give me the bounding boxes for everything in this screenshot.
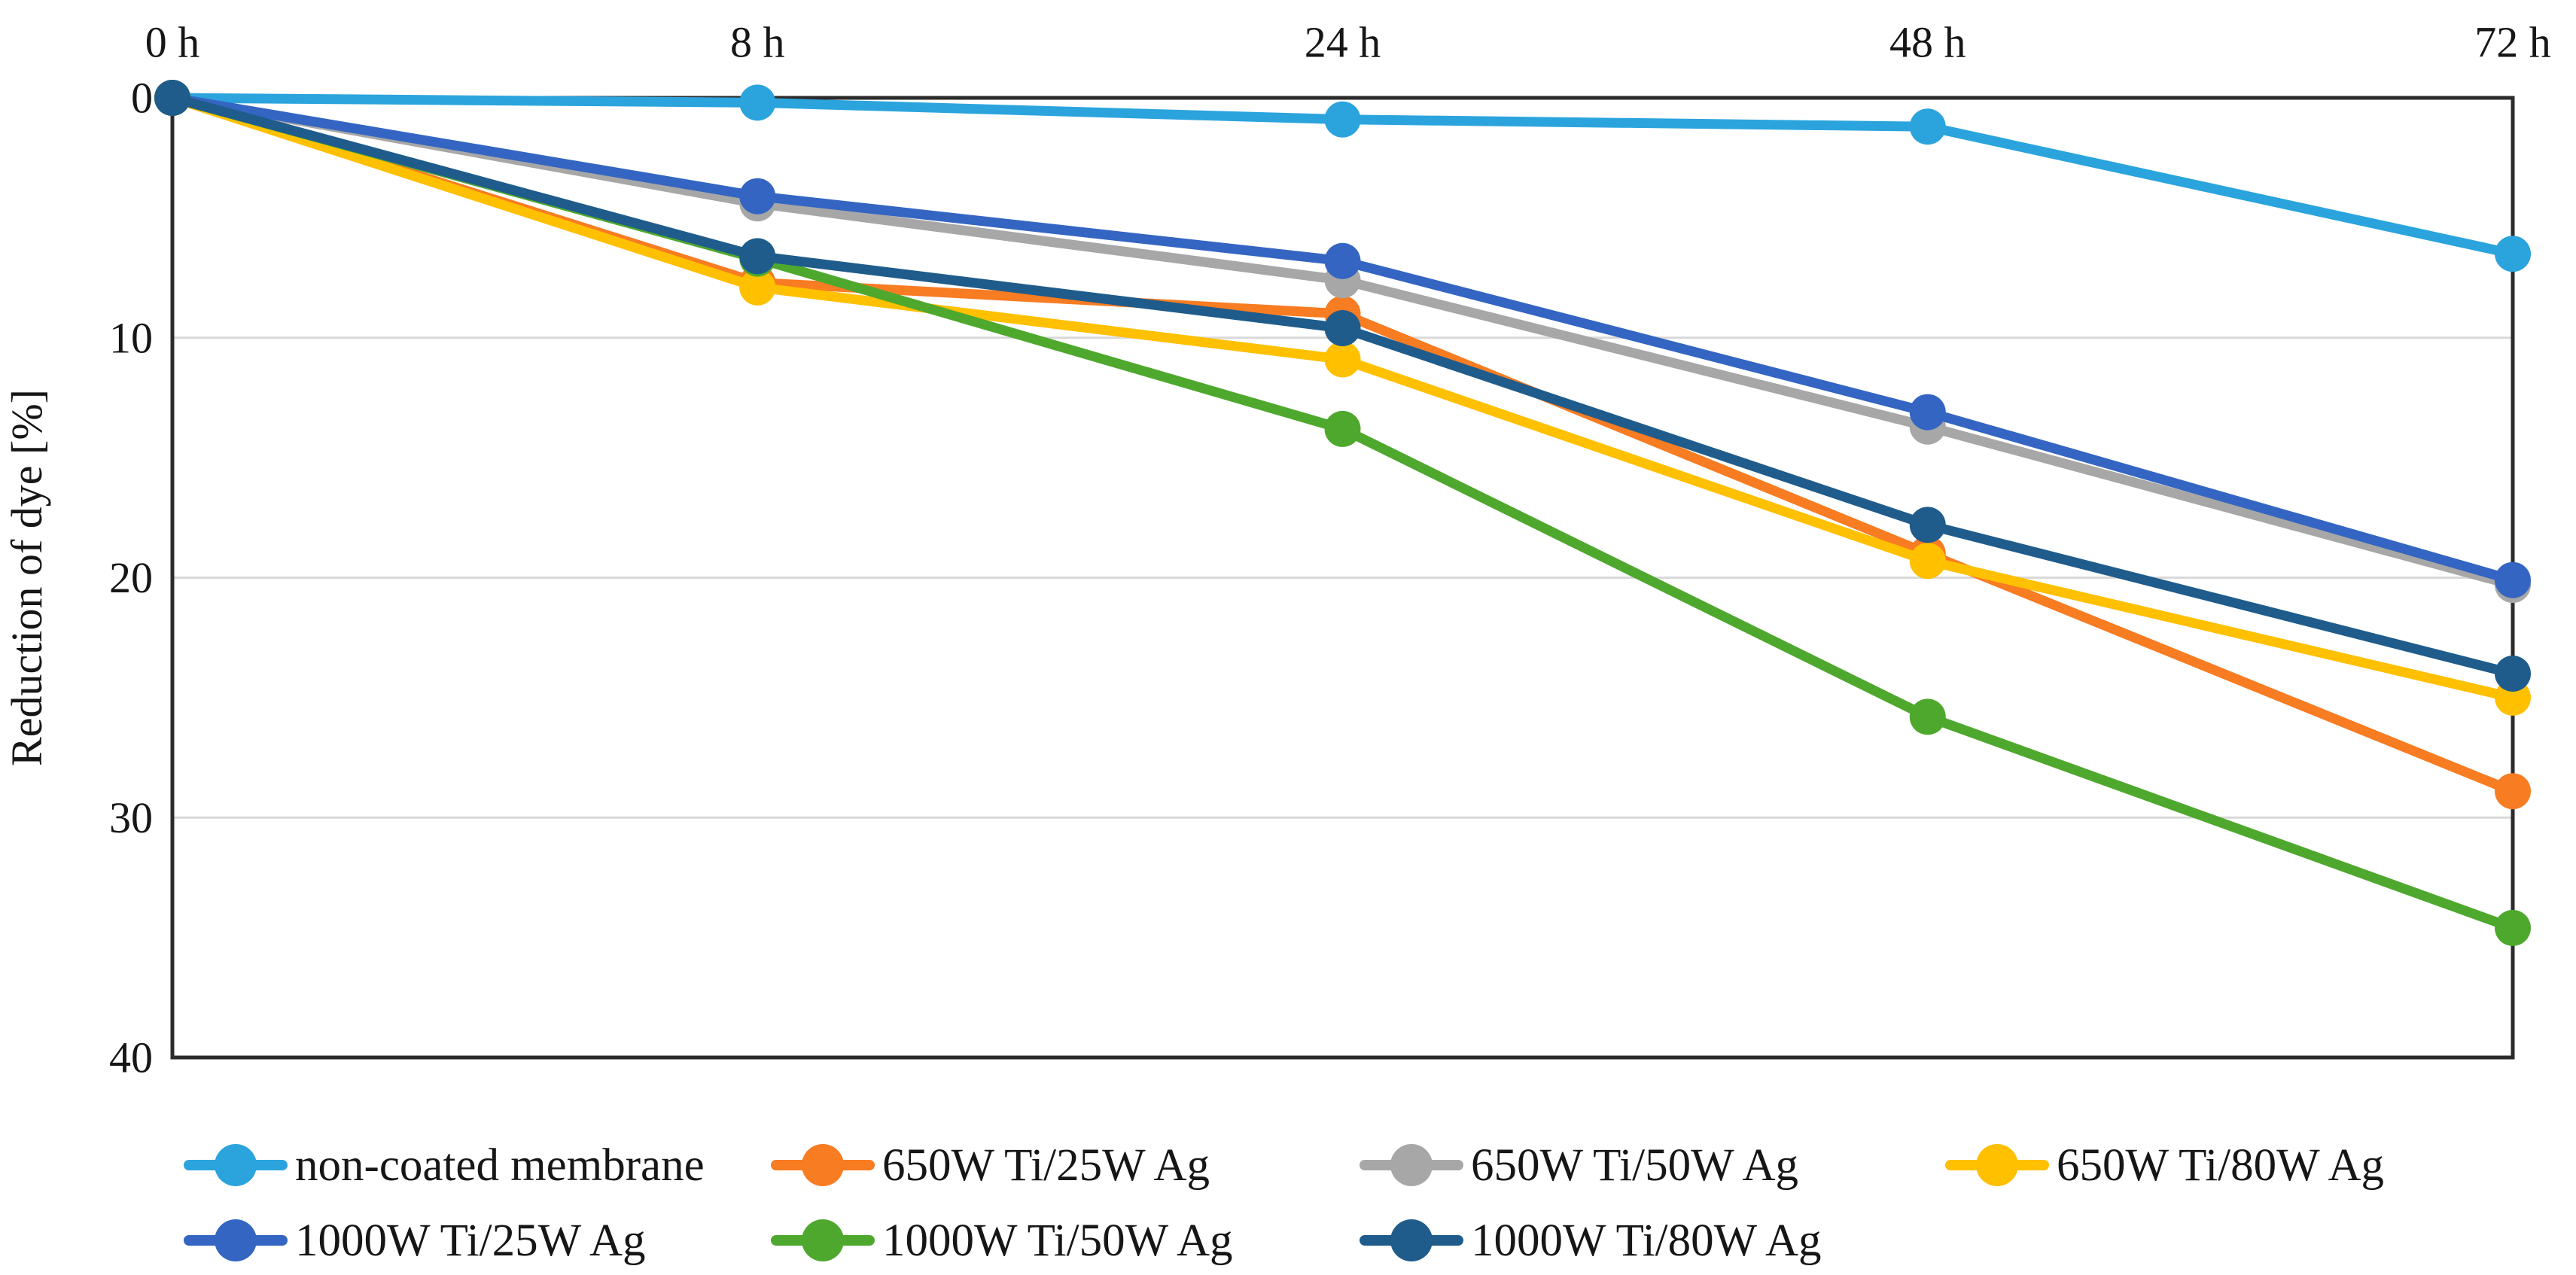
data-point-650w-ti-80w-ag-2 <box>1324 341 1361 378</box>
data-point-1000w-ti-80w-ag-3 <box>1909 507 1946 543</box>
y-tick-label-0: 0 <box>131 74 153 123</box>
y-tick-label-10: 10 <box>109 313 153 362</box>
data-point-1000w-ti-80w-ag-4 <box>2495 656 2531 692</box>
data-point-non-coated-membrane-3 <box>1909 108 1946 145</box>
x-tick-label-1: 8 h <box>730 17 785 66</box>
data-point-1000w-ti-25w-ag-2 <box>1324 242 1361 279</box>
series-line-1000w-ti-50w-ag <box>167 93 2518 933</box>
y-axis-title: Reduction of dye [%] <box>2 389 51 766</box>
data-point-1000w-ti-80w-ag-1 <box>739 238 776 275</box>
data-point-650w-ti-25w-ag-4 <box>2495 773 2531 810</box>
data-point-1000w-ti-25w-ag-1 <box>739 178 776 215</box>
y-tick-label-20: 20 <box>109 553 153 602</box>
series-line-1000w-ti-80w-ag <box>167 93 2518 679</box>
x-tick-label-3: 48 h <box>1889 17 1966 66</box>
data-point-1000w-ti-25w-ag-3 <box>1909 394 1946 431</box>
x-tick-label-0: 0 h <box>145 17 200 66</box>
data-point-non-coated-membrane-2 <box>1324 101 1361 138</box>
y-tick-label-30: 30 <box>109 793 153 842</box>
data-point-1000w-ti-80w-ag-2 <box>1324 310 1361 346</box>
data-point-1000w-ti-50w-ag-2 <box>1324 410 1361 447</box>
x-tick-label-4: 72 h <box>2474 17 2551 66</box>
data-point-1000w-ti-25w-ag-4 <box>2495 561 2531 598</box>
data-point-1000w-ti-50w-ag-3 <box>1909 698 1946 735</box>
data-point-non-coated-membrane-4 <box>2495 236 2531 272</box>
data-point-650w-ti-80w-ag-1 <box>739 269 776 306</box>
data-point-650w-ti-80w-ag-3 <box>1909 543 1946 580</box>
data-point-1000w-ti-80w-ag-0 <box>154 80 190 116</box>
data-point-1000w-ti-50w-ag-4 <box>2495 909 2531 946</box>
x-tick-label-2: 24 h <box>1305 17 1381 66</box>
y-tick-label-40: 40 <box>109 1033 153 1082</box>
data-point-non-coated-membrane-1 <box>739 84 776 121</box>
